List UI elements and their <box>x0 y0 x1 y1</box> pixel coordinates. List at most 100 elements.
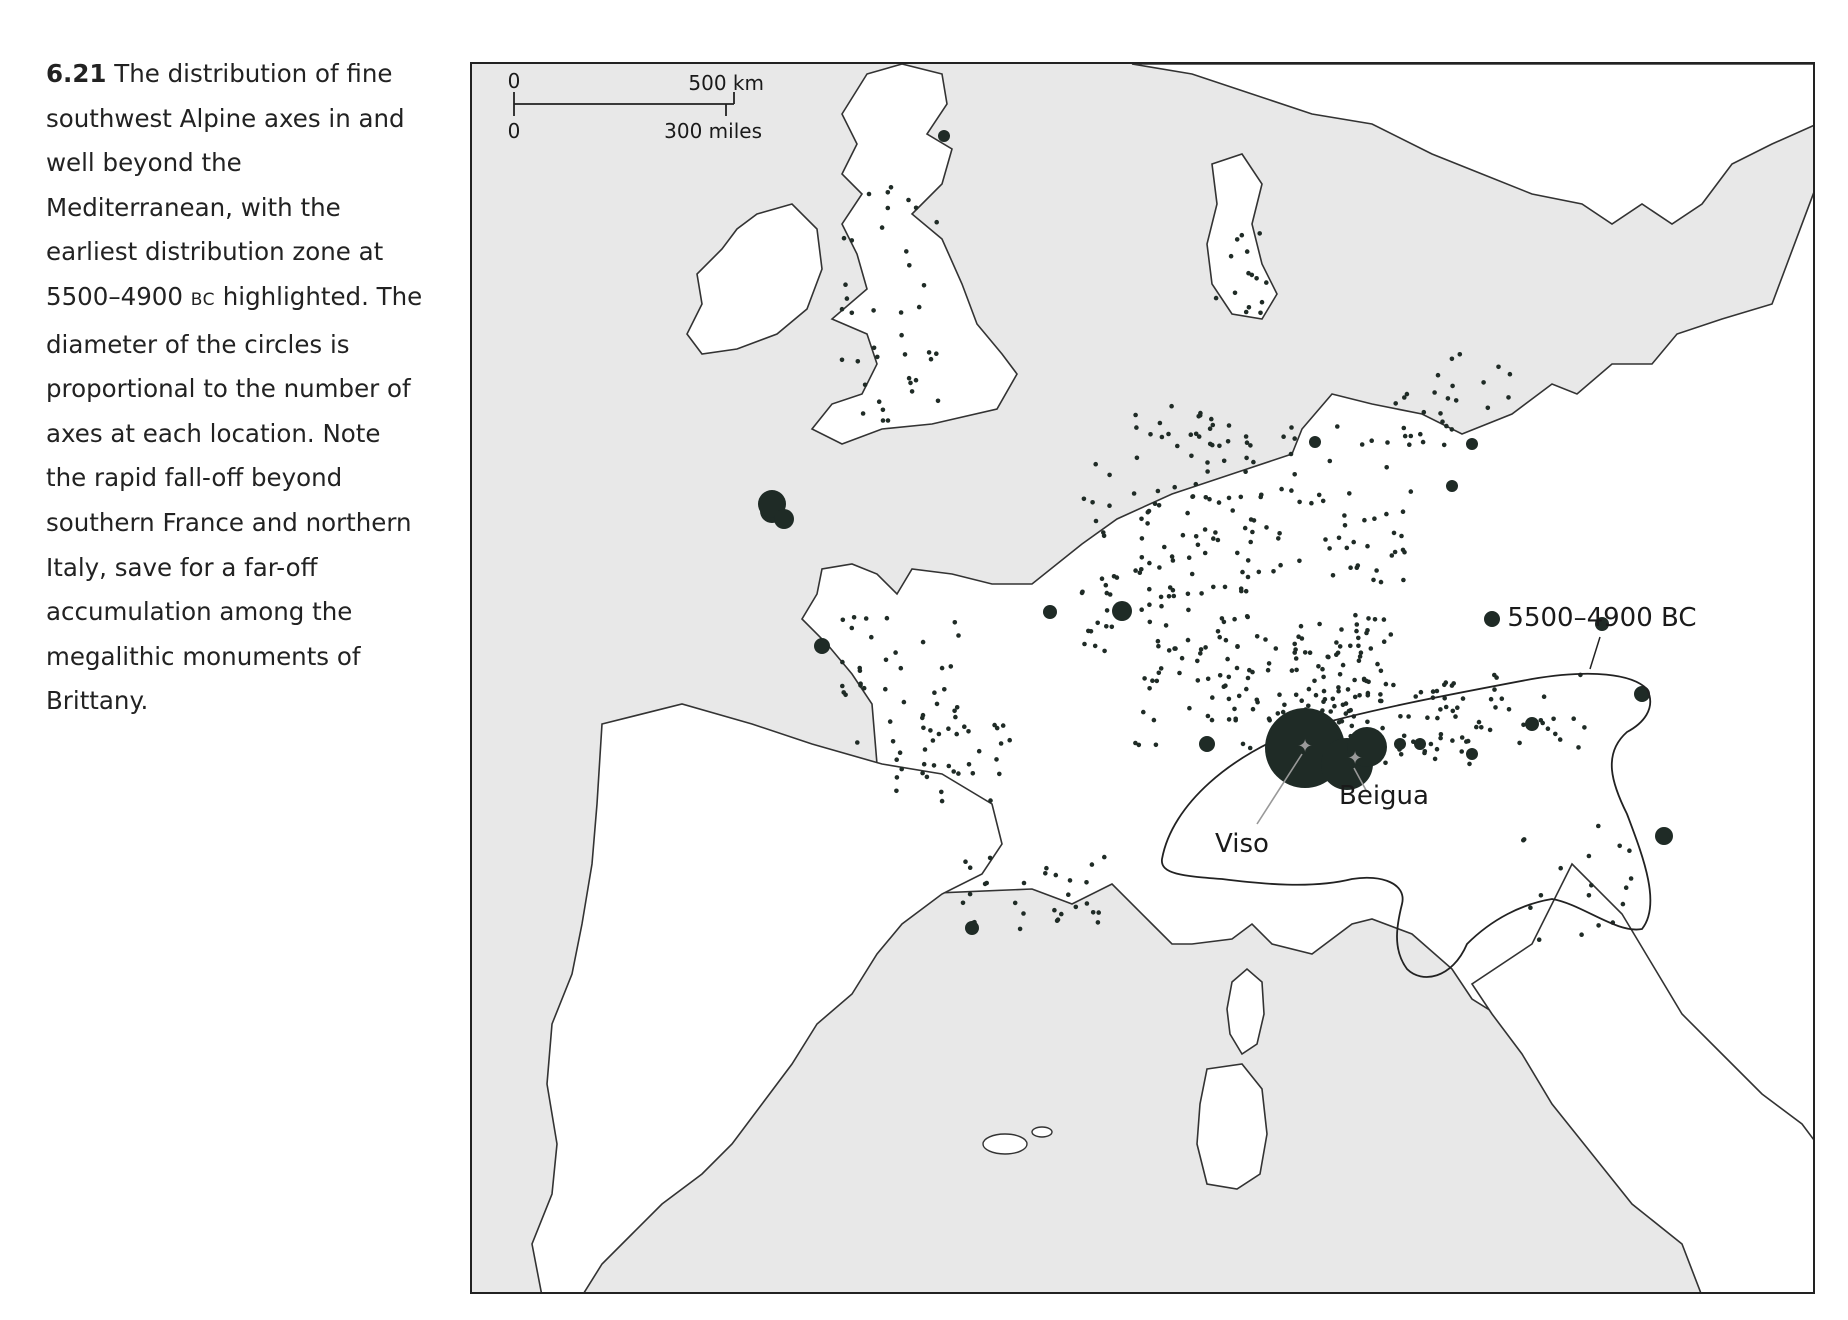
findspot-dot-40 <box>1223 585 1228 590</box>
findspot-dot-460 <box>931 738 936 743</box>
findspot-dot-235 <box>1353 695 1358 700</box>
findspot-dot-159 <box>1289 425 1294 430</box>
findspot-dot-471 <box>988 798 993 803</box>
findspot-dot-553 <box>1189 432 1194 437</box>
findspot-dot-556 <box>1208 426 1213 431</box>
findspot-dot-197 <box>1227 675 1232 680</box>
findspot-dot-268 <box>1248 746 1253 751</box>
findspot-dot-555 <box>1198 411 1203 416</box>
findspot-dot-85 <box>1190 572 1195 577</box>
findspot-dot-264 <box>1159 666 1164 671</box>
findspot-dot-617 <box>1589 883 1594 888</box>
findspot-dot-321 <box>1350 724 1355 729</box>
findspot-dot-420 <box>942 687 947 692</box>
findspot-dot-119 <box>1252 518 1257 523</box>
findspot-dot-608 <box>1621 902 1626 907</box>
findspot-dot-221 <box>1346 687 1351 692</box>
findspot-dot-86 <box>1157 565 1162 570</box>
findspot-dot-454 <box>891 739 896 744</box>
findspot-dot-455 <box>894 757 899 762</box>
findspot-dot-567 <box>1486 406 1491 411</box>
findspot-dot-605 <box>1627 848 1632 853</box>
findspot-dot-29 <box>1145 521 1150 526</box>
findspot-dot-406 <box>869 635 874 640</box>
findspot-dot-215 <box>1348 644 1353 649</box>
findspot-dot-387 <box>1558 737 1563 742</box>
findspot-dot-282 <box>1306 704 1311 709</box>
findspot-dot-199 <box>1341 663 1346 668</box>
findspot-dot-12 <box>1246 558 1251 563</box>
findspot-dot-546 <box>1175 444 1180 449</box>
findspot-dot-511 <box>886 418 891 423</box>
findspot-dot-76 <box>1186 592 1191 597</box>
findspot-dot-492 <box>963 859 968 864</box>
findspot-dot-316 <box>1133 741 1138 746</box>
findspot-dot-163 <box>1245 440 1250 445</box>
findspot-dot-73 <box>1199 647 1204 652</box>
findspot-dot-93 <box>1171 588 1176 593</box>
findspot-dot-198 <box>1294 693 1299 698</box>
findspot-dot-281 <box>1203 645 1208 650</box>
findspot-dot-536 <box>914 378 919 383</box>
findspot-dot-540 <box>856 359 861 364</box>
findspot-dot-468 <box>920 771 925 776</box>
findspot-dot-524 <box>907 263 912 268</box>
findspot-dot-375 <box>1435 716 1440 721</box>
findspot-dot-234 <box>1357 658 1362 663</box>
findspot-dot-207 <box>1308 650 1313 655</box>
findspot-dot-527 <box>845 296 850 301</box>
findspot-dot-257 <box>1225 657 1230 662</box>
findspot-dot-521 <box>922 283 927 288</box>
findspot-dot-448 <box>951 769 956 774</box>
findspot-dot-474 <box>954 732 959 737</box>
findspot-dot-510 <box>842 236 847 241</box>
findspot-dot-522 <box>877 399 882 404</box>
findspot-dot-390 <box>1451 681 1456 686</box>
findspot-dot-19 <box>1248 540 1253 545</box>
brittany-accumulation-circle-2 <box>774 509 794 529</box>
findspot-dot-565 <box>1393 401 1398 406</box>
findspot-dot-621 <box>1596 923 1601 928</box>
findspot-dot-363 <box>1453 714 1458 719</box>
findspot-dot-393 <box>1459 749 1464 754</box>
findspot-dot-83 <box>1198 651 1203 656</box>
findspot-dot-560 <box>1160 435 1165 440</box>
findspot-dot-392 <box>1474 725 1479 730</box>
findspot-dot-464 <box>1001 723 1006 728</box>
findspot-dot-189 <box>1224 638 1229 643</box>
land-menorca <box>1032 1127 1052 1137</box>
findspot-dot-434 <box>920 716 925 721</box>
findspot-dot-495 <box>1096 920 1101 925</box>
findspot-dot-428 <box>899 666 904 671</box>
findspot-dot-491 <box>1054 873 1059 878</box>
findspot-dot-472 <box>995 726 1000 731</box>
findspot-dot-430 <box>862 686 867 691</box>
findspot-dot-529 <box>889 185 894 190</box>
findspot-dot-586 <box>1402 395 1407 400</box>
findspot-dot-156 <box>1385 440 1390 445</box>
findspot-dot-515 <box>850 238 855 243</box>
findspot-dot-65 <box>1105 608 1110 613</box>
findspot-dot-115 <box>1222 459 1227 464</box>
findspot-dot-496 <box>1068 878 1073 883</box>
findspot-dot-111 <box>1258 495 1263 500</box>
findspot-dot-523 <box>903 352 908 357</box>
findspot-dot-142 <box>1351 540 1356 545</box>
findspot-dot-252 <box>1267 661 1272 666</box>
findspot-dot-332 <box>1328 709 1333 714</box>
findspot-dot-453 <box>1007 738 1012 743</box>
findspot-dot-134 <box>1323 537 1328 542</box>
findspot-dot-616 <box>1558 866 1563 871</box>
findspot-dot-475 <box>1043 871 1048 876</box>
findspot-dot-211 <box>1246 676 1251 681</box>
findspot-circle-626 <box>1043 605 1057 619</box>
findspot-dot-100 <box>1374 568 1379 573</box>
findspot-dot-436 <box>949 664 954 669</box>
findspot-dot-440 <box>921 640 926 645</box>
findspot-dot-8 <box>1205 469 1210 474</box>
findspot-circle-635 <box>1655 827 1673 845</box>
findspot-dot-558 <box>1148 432 1153 437</box>
findspot-dot-548 <box>1134 425 1139 430</box>
findspot-dot-138 <box>1297 500 1302 505</box>
findspot-dot-300 <box>1206 677 1211 682</box>
